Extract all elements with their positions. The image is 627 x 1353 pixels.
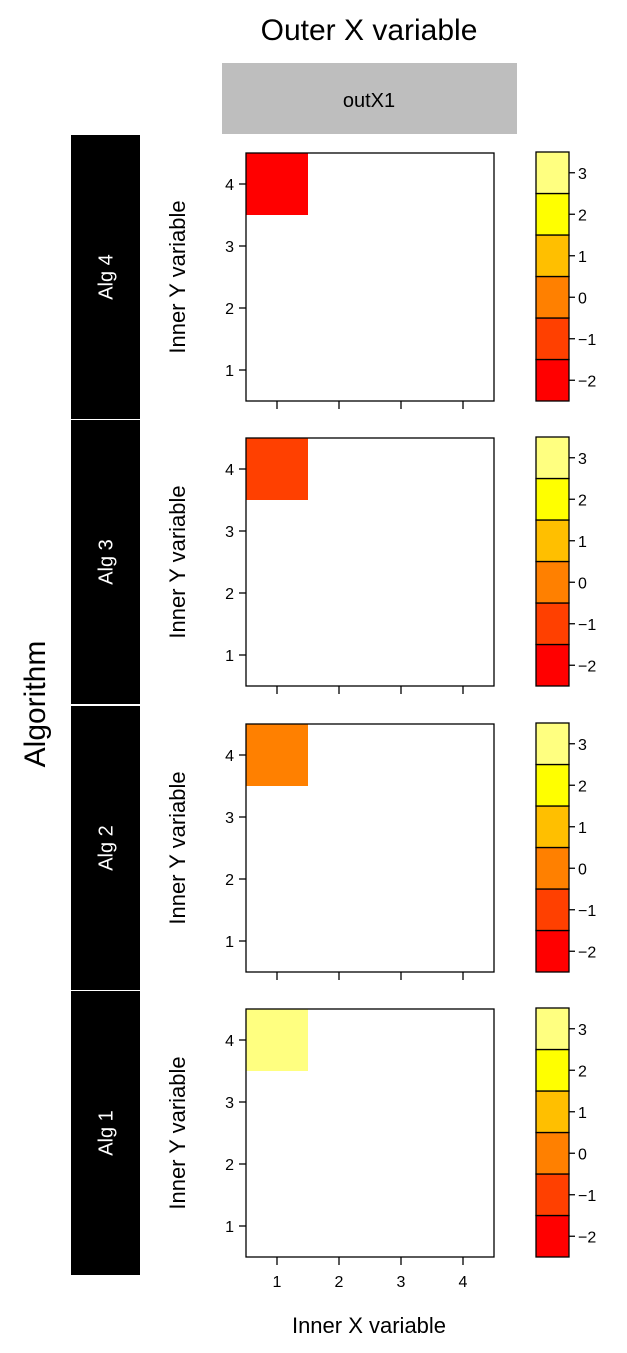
panel-strip <box>71 135 140 419</box>
y-tick-label: 4 <box>225 462 234 479</box>
legend-swatch <box>535 275 570 319</box>
panel-strip <box>71 706 140 990</box>
legend-swatch <box>535 1131 570 1175</box>
y-axis-label: Inner Y variable <box>165 200 190 353</box>
panel-strip <box>71 991 140 1275</box>
legend-tick-label: 2 <box>578 207 587 224</box>
plot-frame <box>245 437 495 687</box>
legend-tick-label: −1 <box>578 332 596 349</box>
legend-tick-label: 0 <box>578 290 587 307</box>
y-tick-label: 1 <box>225 934 234 951</box>
legend-swatch <box>535 358 570 402</box>
heatmap-cell <box>246 1009 308 1071</box>
legend-swatch <box>535 602 570 646</box>
legend-tick-label: 3 <box>578 166 587 183</box>
legend-swatch <box>535 436 570 480</box>
legend-swatch <box>535 317 570 361</box>
outer-x-strip-label: outX1 <box>343 90 395 112</box>
x-tick-label: 2 <box>335 1274 344 1291</box>
legend-swatch <box>535 1048 570 1092</box>
legend-tick-label: 0 <box>578 575 587 592</box>
legend-swatch <box>535 1173 570 1217</box>
legend-tick-label: 2 <box>578 778 587 795</box>
y-tick-label: 1 <box>225 1219 234 1236</box>
x-axis-label: Inner X variable <box>292 1313 446 1338</box>
legend-tick-label: −1 <box>578 903 596 920</box>
y-tick-label: 4 <box>225 1033 234 1050</box>
legend-tick-label: 2 <box>578 1063 587 1080</box>
legend-swatch <box>535 888 570 932</box>
legend-tick-label: −2 <box>578 944 596 961</box>
legend-swatch <box>535 1007 570 1051</box>
legend-swatch <box>535 192 570 236</box>
y-tick-label: 4 <box>225 748 234 765</box>
y-tick-label: 1 <box>225 648 234 665</box>
legend-swatch <box>535 643 570 687</box>
legend-swatch <box>535 519 570 563</box>
x-tick-label: 1 <box>273 1274 282 1291</box>
legend-swatch <box>535 805 570 849</box>
panel-strip-label: Alg 3 <box>96 539 118 585</box>
legend-tick-label: 1 <box>578 1105 587 1122</box>
y-tick-label: 2 <box>225 301 234 318</box>
legend-swatch <box>535 1090 570 1134</box>
legend-tick-label: 1 <box>578 820 587 837</box>
legend-tick-label: 3 <box>578 451 587 468</box>
legend-swatch <box>535 722 570 766</box>
heatmap-cell <box>246 438 308 500</box>
legend-tick-label: 0 <box>578 861 587 878</box>
y-tick-label: 3 <box>225 1095 234 1112</box>
panel-strip-label: Alg 2 <box>96 825 118 871</box>
legend-tick-label: −2 <box>578 1229 596 1246</box>
y-tick-label: 2 <box>225 1157 234 1174</box>
panel-strip-label: Alg 1 <box>96 1110 118 1156</box>
legend-tick-label: −1 <box>578 617 596 634</box>
y-axis-label: Inner Y variable <box>165 1056 190 1209</box>
chart-title: Outer X variable <box>261 14 478 47</box>
x-tick-label: 4 <box>459 1274 468 1291</box>
legend-tick-label: −2 <box>578 658 596 675</box>
legend-tick-label: 2 <box>578 492 587 509</box>
legend-tick-label: −2 <box>578 373 596 390</box>
legend-swatch <box>535 763 570 807</box>
y-tick-label: 1 <box>225 363 234 380</box>
y-tick-label: 2 <box>225 586 234 603</box>
legend-tick-label: 3 <box>578 1022 587 1039</box>
legend-swatch <box>535 1214 570 1258</box>
legend-swatch <box>535 234 570 278</box>
x-tick-label: 3 <box>397 1274 406 1291</box>
y-tick-label: 4 <box>225 177 234 194</box>
plot-frame <box>245 1008 495 1258</box>
y-tick-label: 3 <box>225 524 234 541</box>
panel-strip <box>71 420 140 704</box>
legend-swatch <box>535 151 570 195</box>
plot-frame <box>245 152 495 402</box>
panels-group: Alg 4 1 2 3 4 Inner Y variable 3 2 1 0 −1 −2 Alg 3 1 2… <box>71 135 596 1291</box>
panel-strip-label: Alg 4 <box>96 254 118 300</box>
legend-swatch <box>535 477 570 521</box>
legend-tick-label: −1 <box>578 1188 596 1205</box>
legend-swatch <box>535 929 570 973</box>
y-axis-label: Inner Y variable <box>165 771 190 924</box>
heatmap-cell <box>246 153 308 215</box>
outer-y-label: Algorithm <box>19 641 52 768</box>
heatmap-cell <box>246 724 308 786</box>
legend-swatch <box>535 560 570 604</box>
y-tick-label: 2 <box>225 872 234 889</box>
legend-tick-label: 3 <box>578 737 587 754</box>
legend-swatch <box>535 846 570 890</box>
y-tick-label: 3 <box>225 810 234 827</box>
y-axis-label: Inner Y variable <box>165 485 190 638</box>
legend-tick-label: 1 <box>578 534 587 551</box>
legend-tick-label: 1 <box>578 249 587 266</box>
plot-frame <box>245 723 495 973</box>
outer-x-strip <box>222 63 517 134</box>
legend-tick-label: 0 <box>578 1146 587 1163</box>
y-tick-label: 3 <box>225 239 234 256</box>
